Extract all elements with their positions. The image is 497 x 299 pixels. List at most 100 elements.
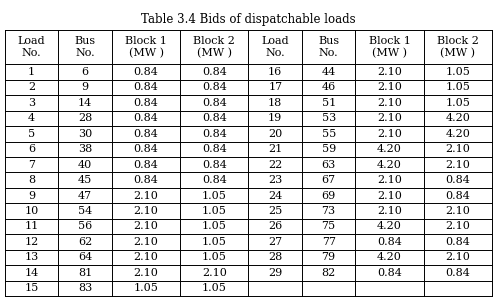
Text: 4.20: 4.20 [377,160,402,170]
Text: 6: 6 [82,67,89,77]
Text: 0.84: 0.84 [202,129,227,139]
Text: 2.10: 2.10 [377,129,402,139]
Text: 13: 13 [24,252,39,263]
Text: 2.10: 2.10 [134,222,159,231]
Text: 19: 19 [268,113,282,123]
Text: Bus
No.: Bus No. [318,36,339,58]
Text: 2.10: 2.10 [134,252,159,263]
Text: 29: 29 [268,268,282,278]
Text: 8: 8 [28,175,35,185]
Text: 0.84: 0.84 [202,98,227,108]
Text: 3: 3 [28,98,35,108]
Text: 1.05: 1.05 [202,252,227,263]
Text: Table 3.4 Bids of dispatchable loads: Table 3.4 Bids of dispatchable loads [141,13,356,26]
Text: 83: 83 [78,283,92,293]
Text: 9: 9 [82,83,89,92]
Text: 0.84: 0.84 [134,129,159,139]
Text: 2.10: 2.10 [445,252,470,263]
Text: 27: 27 [268,237,282,247]
Text: 25: 25 [268,206,282,216]
Text: 45: 45 [78,175,92,185]
Text: 1.05: 1.05 [445,67,470,77]
Text: 1.05: 1.05 [202,283,227,293]
Text: 0.84: 0.84 [134,98,159,108]
Text: 24: 24 [268,190,282,201]
Text: 82: 82 [322,268,336,278]
Text: Block 2
(MW ): Block 2 (MW ) [437,36,479,58]
Text: 17: 17 [268,83,282,92]
Text: 51: 51 [322,98,336,108]
Text: 12: 12 [24,237,39,247]
Text: 2.10: 2.10 [445,160,470,170]
Text: 1.05: 1.05 [202,222,227,231]
Text: 1.05: 1.05 [202,237,227,247]
Text: 2.10: 2.10 [202,268,227,278]
Text: 0.84: 0.84 [202,83,227,92]
Text: Bus
No.: Bus No. [75,36,96,58]
Text: 23: 23 [268,175,282,185]
Text: 7: 7 [28,160,35,170]
Text: 0.84: 0.84 [202,113,227,123]
Text: 0.84: 0.84 [202,144,227,154]
Text: 4.20: 4.20 [445,129,470,139]
Text: 9: 9 [28,190,35,201]
Text: 55: 55 [322,129,336,139]
Text: 40: 40 [78,160,92,170]
Text: 2.10: 2.10 [377,98,402,108]
Text: 0.84: 0.84 [202,160,227,170]
Text: 0.84: 0.84 [134,160,159,170]
Text: 28: 28 [78,113,92,123]
Text: 4: 4 [28,113,35,123]
Text: 0.84: 0.84 [202,67,227,77]
Text: 69: 69 [322,190,336,201]
Text: 63: 63 [322,160,336,170]
Text: 0.84: 0.84 [445,190,470,201]
Text: 54: 54 [78,206,92,216]
Text: Load
No.: Load No. [18,36,46,58]
Text: 0.84: 0.84 [445,237,470,247]
Text: 77: 77 [322,237,335,247]
Text: 22: 22 [268,160,282,170]
Text: 2.10: 2.10 [445,206,470,216]
Text: 20: 20 [268,129,282,139]
Text: 30: 30 [78,129,92,139]
Text: 16: 16 [268,67,282,77]
Text: 79: 79 [322,252,336,263]
Text: 0.84: 0.84 [134,175,159,185]
Text: 2.10: 2.10 [445,222,470,231]
Text: 73: 73 [322,206,336,216]
Text: 0.84: 0.84 [202,175,227,185]
Text: 0.84: 0.84 [134,113,159,123]
Text: 0.84: 0.84 [377,237,402,247]
Text: 75: 75 [322,222,336,231]
Text: 1.05: 1.05 [134,283,159,293]
Text: 0.84: 0.84 [134,83,159,92]
Text: 47: 47 [78,190,92,201]
Text: 0.84: 0.84 [134,144,159,154]
Text: 0.84: 0.84 [445,268,470,278]
Text: 11: 11 [24,222,39,231]
Text: 21: 21 [268,144,282,154]
Text: 14: 14 [78,98,92,108]
Text: 2.10: 2.10 [445,144,470,154]
Text: 62: 62 [78,237,92,247]
Text: 2.10: 2.10 [134,206,159,216]
Text: 4.20: 4.20 [377,144,402,154]
Text: Block 1
(MW ): Block 1 (MW ) [125,36,167,58]
Text: 2.10: 2.10 [377,113,402,123]
Text: 2.10: 2.10 [377,190,402,201]
Text: 1.05: 1.05 [202,190,227,201]
Text: Block 1
(MW ): Block 1 (MW ) [369,36,411,58]
Text: 1.05: 1.05 [445,83,470,92]
Text: 4.20: 4.20 [377,252,402,263]
Text: 44: 44 [322,67,336,77]
Text: 0.84: 0.84 [134,67,159,77]
Text: 18: 18 [268,98,282,108]
Text: 15: 15 [24,283,39,293]
Text: 38: 38 [78,144,92,154]
Text: 4.20: 4.20 [445,113,470,123]
Text: 2.10: 2.10 [134,237,159,247]
Text: 2.10: 2.10 [377,67,402,77]
Text: 64: 64 [78,252,92,263]
Text: 1.05: 1.05 [445,98,470,108]
